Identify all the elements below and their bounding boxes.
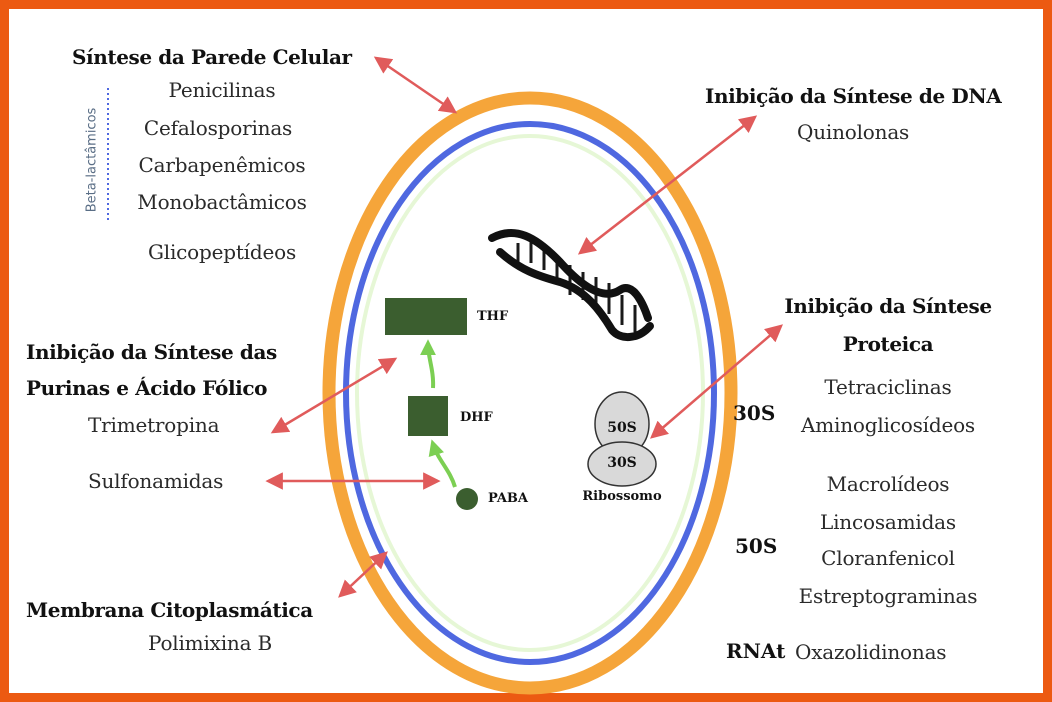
dna-helix-icon bbox=[488, 228, 654, 341]
arrow-membrane bbox=[338, 551, 388, 598]
thf-label: THF bbox=[477, 309, 509, 324]
drug-trimetropina: Trimetropina bbox=[88, 413, 220, 437]
drug-cefalosporinas: Cefalosporinas bbox=[143, 116, 293, 140]
arrow-trimetropina bbox=[270, 357, 398, 434]
membrane-title: Membrana Citoplasmática bbox=[26, 598, 313, 622]
protein-title-line1: Inibição da Síntese bbox=[784, 294, 992, 318]
ribosome-30s-subunit bbox=[587, 441, 657, 487]
cell-wall-outer bbox=[322, 91, 738, 695]
arrow-dna bbox=[577, 115, 758, 255]
drug-oxazolidinonas: Oxazolidinonas bbox=[795, 640, 947, 664]
drug-monobactamicos: Monobactâmicos bbox=[137, 190, 307, 214]
drug-lincosamidas: Lincosamidas bbox=[820, 510, 956, 534]
rnat-label: RNAt bbox=[726, 639, 786, 663]
drug-carbapenemicos: Carbapenêmicos bbox=[138, 153, 306, 177]
drug-quinolonas: Quinolonas bbox=[797, 120, 910, 144]
drug-sulfonamidas: Sulfonamidas bbox=[88, 469, 224, 493]
drug-estreptograminas: Estreptograminas bbox=[798, 584, 978, 608]
thf-block bbox=[385, 298, 467, 335]
inner-ring bbox=[355, 134, 705, 652]
subunit-50s-label: 50S bbox=[735, 534, 778, 558]
drug-cloranfenicol: Cloranfenicol bbox=[821, 546, 955, 570]
ribosome-label: Ribossomo bbox=[582, 489, 662, 504]
dhf-block bbox=[408, 396, 448, 436]
subunit-30s-label: 30S bbox=[733, 401, 776, 425]
cell-wall-title: Síntese da Parede Celular bbox=[72, 45, 352, 69]
drug-aminoglicosideos: Aminoglicosídeos bbox=[801, 413, 975, 437]
folate-title-line1: Inibição da Síntese das bbox=[26, 340, 277, 364]
drug-glicopeptideos: Glicopeptídeos bbox=[147, 240, 297, 264]
drug-tetraciclinas: Tetraciclinas bbox=[824, 375, 952, 399]
ribosome-50s-label: 50S bbox=[607, 420, 637, 436]
cell-membrane bbox=[343, 121, 717, 665]
arrow-cell-wall bbox=[373, 56, 458, 114]
ribosome-30s-label: 30S bbox=[607, 455, 637, 471]
synthesis-arrow-dhf-thf bbox=[420, 339, 437, 389]
drug-penicilinas: Penicilinas bbox=[168, 78, 276, 102]
drug-polimixina-b: Polimixina B bbox=[148, 631, 272, 655]
drug-macrolideos: Macrolídeos bbox=[826, 472, 950, 496]
dna-title: Inibição da Síntese de DNA bbox=[705, 84, 1002, 108]
arrow-protein bbox=[650, 324, 783, 439]
dhf-label: DHF bbox=[460, 410, 493, 425]
paba-circle bbox=[456, 488, 478, 510]
paba-label: PABA bbox=[488, 491, 528, 506]
beta-lactam-label: Beta-lactâmicos bbox=[84, 107, 100, 213]
protein-title-line2: Proteica bbox=[842, 332, 934, 356]
synthesis-arrow-paba-dhf bbox=[428, 439, 457, 488]
folate-title-line2: Purinas e Ácido Fólico bbox=[26, 376, 268, 400]
